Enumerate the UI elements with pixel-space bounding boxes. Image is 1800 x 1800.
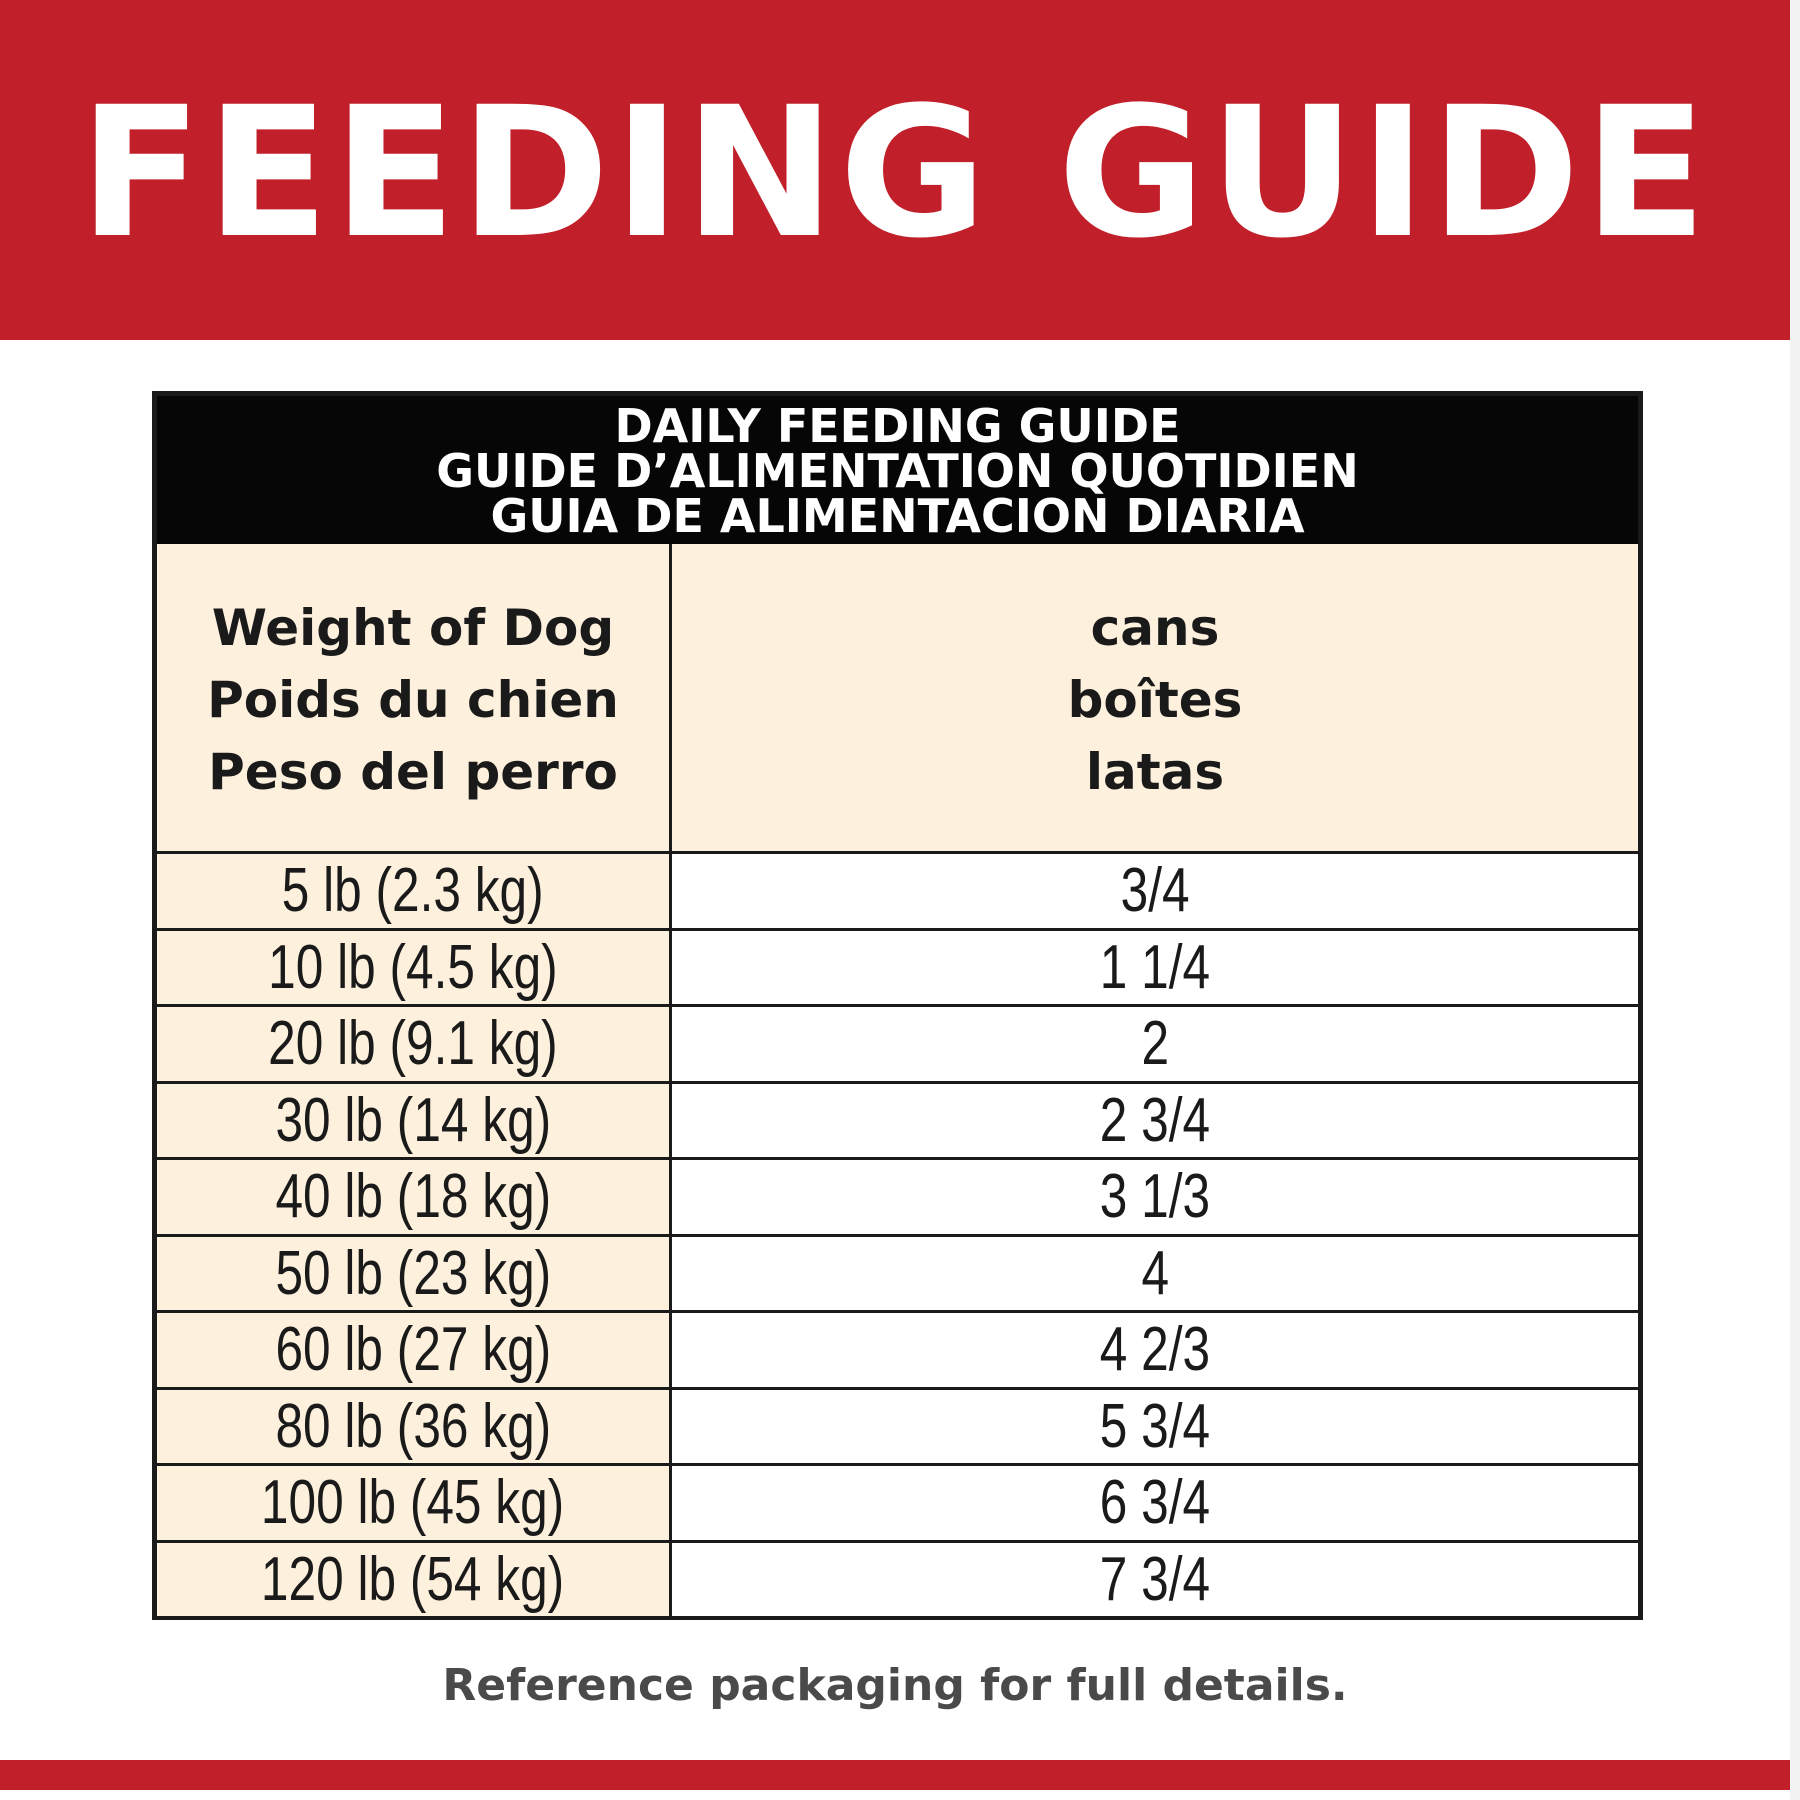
table-title-en: DAILY FEEDING GUIDE: [614, 399, 1181, 453]
table-row: 60 lb (27 kg) 4 2/3: [157, 1310, 1638, 1387]
weight-value: 50 lb (23 kg): [275, 1238, 551, 1308]
weight-value: 10 lb (4.5 kg): [268, 932, 558, 1002]
weight-cell: 80 lb (36 kg): [157, 1389, 672, 1463]
table-title-fr: GUIDE D’ALIMENTATION QUOTIDIEN: [436, 444, 1359, 498]
table-row: 10 lb (4.5 kg) 1 1/4: [157, 927, 1638, 1004]
table-row: 20 lb (9.1 kg) 2: [157, 1004, 1638, 1081]
cans-cell: 3 1/3: [672, 1160, 1638, 1234]
weight-cell: 50 lb (23 kg): [157, 1236, 672, 1310]
weight-cell: 20 lb (9.1 kg): [157, 1007, 672, 1081]
cans-value: 7 3/4: [1099, 1544, 1211, 1614]
weight-value: 80 lb (36 kg): [275, 1391, 551, 1461]
cans-value: 4 2/3: [1099, 1315, 1211, 1385]
cans-value: 3 1/3: [1099, 1162, 1211, 1232]
weight-value: 40 lb (18 kg): [275, 1162, 551, 1232]
column-header-cans-fr: boîtes: [1067, 671, 1243, 729]
table-row: 5 lb (2.3 kg) 3/4: [157, 851, 1638, 928]
footnote: Reference packaging for full details.: [442, 1660, 1348, 1711]
weight-cell: 5 lb (2.3 kg): [157, 854, 672, 928]
cans-cell: 4: [672, 1236, 1638, 1310]
weight-value: 5 lb (2.3 kg): [282, 856, 544, 926]
column-header-cans: cans boîtes latas: [672, 544, 1638, 851]
cans-cell: 7 3/4: [672, 1542, 1638, 1616]
weight-value: 30 lb (14 kg): [275, 1085, 551, 1155]
weight-cell: 60 lb (27 kg): [157, 1313, 672, 1387]
weight-value: 20 lb (9.1 kg): [268, 1009, 558, 1079]
weight-cell: 40 lb (18 kg): [157, 1160, 672, 1234]
bottom-accent-bar: [0, 1760, 1790, 1790]
table-row: 120 lb (54 kg) 7 3/4: [157, 1539, 1638, 1616]
column-header-weight-fr: Poids du chien: [207, 671, 619, 729]
cans-value: 3/4: [1120, 856, 1190, 926]
feeding-table: DAILY FEEDING GUIDE GUIDE D’ALIMENTATION…: [152, 391, 1643, 1620]
right-edge-strip: [1790, 0, 1800, 1800]
weight-cell: 30 lb (14 kg): [157, 1083, 672, 1157]
cans-value: 2 3/4: [1099, 1085, 1211, 1155]
table-row: 80 lb (36 kg) 5 3/4: [157, 1386, 1638, 1463]
header-banner: [0, 0, 1790, 340]
column-header-cans-en: cans: [1090, 599, 1220, 657]
cans-value: 6 3/4: [1099, 1468, 1211, 1538]
column-header-weight-es: Peso del perro: [208, 743, 618, 801]
table-row: 100 lb (45 kg) 6 3/4: [157, 1463, 1638, 1540]
cans-cell: 1 1/4: [672, 930, 1638, 1004]
cans-value: 4: [1141, 1238, 1169, 1308]
cans-value: 5 3/4: [1099, 1391, 1211, 1461]
weight-cell: 120 lb (54 kg): [157, 1542, 672, 1616]
cans-cell: 3/4: [672, 854, 1638, 928]
table-title-es: GUIA DE ALIMENTACION DIARIA: [490, 489, 1305, 543]
weight-value: 120 lb (54 kg): [261, 1544, 565, 1614]
table-row: 30 lb (14 kg) 2 3/4: [157, 1080, 1638, 1157]
page-title: FEEDING GUIDE: [79, 69, 1711, 278]
table-row: 40 lb (18 kg) 3 1/3: [157, 1157, 1638, 1234]
cans-cell: 6 3/4: [672, 1466, 1638, 1540]
column-header-weight: Weight of Dog Poids du chien Peso del pe…: [157, 544, 672, 851]
cans-cell: 2: [672, 1007, 1638, 1081]
weight-value: 100 lb (45 kg): [261, 1468, 565, 1538]
cans-value: 1 1/4: [1099, 932, 1211, 1002]
weight-cell: 10 lb (4.5 kg): [157, 930, 672, 1004]
weight-value: 60 lb (27 kg): [275, 1315, 551, 1385]
cans-cell: 5 3/4: [672, 1389, 1638, 1463]
weight-cell: 100 lb (45 kg): [157, 1466, 672, 1540]
table-title-block: DAILY FEEDING GUIDE GUIDE D’ALIMENTATION…: [157, 396, 1638, 544]
column-header-weight-en: Weight of Dog: [211, 599, 615, 657]
cans-cell: 4 2/3: [672, 1313, 1638, 1387]
cans-cell: 2 3/4: [672, 1083, 1638, 1157]
table-row: 50 lb (23 kg) 4: [157, 1233, 1638, 1310]
table-body: 5 lb (2.3 kg) 3/4 10 lb (4.5 kg) 1 1/4 20 lb…: [157, 851, 1638, 1616]
cans-value: 2: [1141, 1009, 1169, 1079]
column-header-cans-es: latas: [1085, 743, 1225, 801]
